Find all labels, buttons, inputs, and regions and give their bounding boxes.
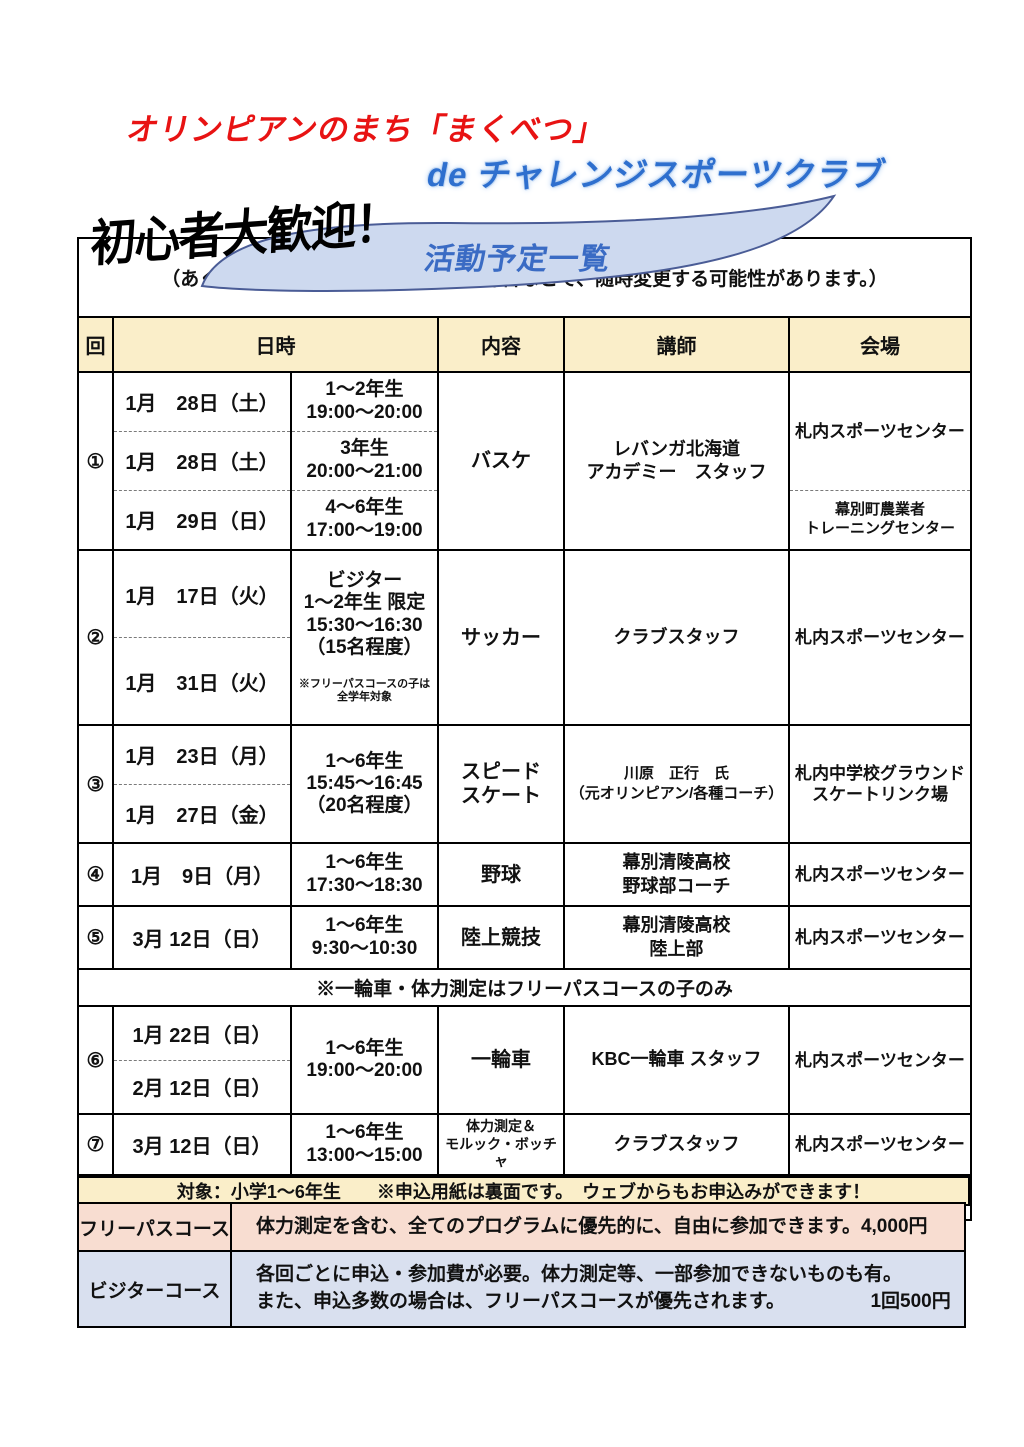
table-row: ※一輪車・体力測定はフリーパスコースの子のみ bbox=[77, 968, 972, 1008]
table-row: ③ 1月 23日（月） 1～6年生 15:45～16:45 （20名程度） スピ… bbox=[77, 724, 972, 845]
time-main: ビジター 1～2年生 限定 15:30～16:30 （15名程度） bbox=[303, 570, 426, 659]
time-cell: 1～6年生 19:00～20:00 bbox=[290, 1005, 439, 1116]
mid-note: ※一輪車・体力測定はフリーパスコースの子のみ bbox=[77, 968, 972, 1008]
table-row: 1月 29日（日） 4～6年生 17:00～19:00 幕別町農業者 トレーニン… bbox=[78, 489, 972, 551]
table-row: ⑥ 1月 22日（日） 1～6年生 19:00～20:00 一輪車 KBC一輪車… bbox=[77, 1005, 972, 1116]
freepass-course-label: フリーパスコース bbox=[79, 1204, 232, 1250]
instructor-cell: クラブスタッフ bbox=[563, 1113, 790, 1177]
content-cell: 一輪車 bbox=[437, 1005, 565, 1116]
date-cell: 1月 22日（日） bbox=[112, 1005, 292, 1061]
instructor-cell: 川原 正行 氏 （元オリンピアン/各種コーチ） bbox=[563, 724, 790, 845]
col-header-datetime: 日時 bbox=[112, 316, 439, 373]
date-cell: 1月 31日（火） bbox=[112, 637, 292, 727]
col-header-venue: 会場 bbox=[788, 316, 972, 373]
round-number: ③ bbox=[77, 724, 114, 845]
round-number: ④ bbox=[77, 842, 114, 908]
col-header-round: 回 bbox=[77, 316, 114, 373]
instructor-cell: クラブスタッフ bbox=[563, 548, 790, 727]
round-number: ⑦ bbox=[77, 1113, 114, 1177]
date-cell: 1月 17日（火） bbox=[112, 549, 292, 639]
time-cell: 4～6年生 17:00～19:00 bbox=[290, 489, 439, 551]
table-row: ④ 1月 9日（月） 1～6年生 17:30～18:30 野球 幕別清陵高校 野… bbox=[77, 842, 972, 908]
table-row: ② 1月 17日（火） ビジター 1～2年生 限定 15:30～16:30 （1… bbox=[77, 548, 972, 727]
target-audience-bar: 対象：小学1～6年生 ※申込用紙は裏面です。 ウェブからもお申込みができます！ bbox=[77, 1176, 970, 1206]
date-cell: 1月 9日（月） bbox=[112, 842, 292, 908]
content-cell: 体力測定＆ モルック・ボッチャ bbox=[437, 1113, 565, 1177]
freepass-course-row: フリーパスコース 体力測定を含む、全てのプログラムに優先的に、自由に参加できます… bbox=[77, 1202, 966, 1252]
time-cell: 1～6年生 13:00～15:00 bbox=[290, 1113, 439, 1177]
venue-cell: 札内スポーツセンター bbox=[788, 1005, 972, 1116]
venue-cell: 札内スポーツセンター bbox=[788, 905, 972, 971]
date-cell: 1月 28日（土） bbox=[112, 430, 292, 491]
instructor-cell: 幕別清陵高校 野球部コーチ bbox=[563, 842, 790, 908]
date-cell: 3月 12日（日） bbox=[112, 905, 292, 971]
round-number: ⑥ bbox=[77, 1005, 114, 1116]
round-number: ① bbox=[77, 371, 114, 551]
table-row: ① 1月 28日（土） 1～2年生 19:00～20:00 バスケ レバンガ北海… bbox=[77, 371, 972, 551]
table-row: 2月 12日（日） bbox=[78, 1059, 971, 1116]
content-cell: バスケ bbox=[437, 371, 565, 551]
venue-cell: 札内中学校グラウンド スケートリンク場 bbox=[788, 724, 972, 845]
time-cell: 1～6年生 15:45～16:45 （20名程度） bbox=[290, 724, 439, 845]
date-cell: 1月 28日（土） bbox=[112, 371, 292, 432]
table-row: 1月 31日（火） bbox=[78, 637, 971, 727]
venue-cell: 札内スポーツセンター bbox=[788, 842, 972, 908]
table-row: 1月 27日（金） bbox=[78, 783, 971, 845]
col-header-instructor: 講師 bbox=[563, 316, 790, 373]
venue-cell: 札内スポーツセンター bbox=[788, 548, 972, 727]
table-row: ⑦ 3月 12日（日） 1～6年生 13:00～15:00 体力測定＆ モルック… bbox=[77, 1113, 972, 1177]
instructor-cell: 幕別清陵高校 陸上部 bbox=[563, 905, 790, 971]
content-cell: スピード スケート bbox=[437, 724, 565, 845]
visitor-course-row: ビジターコース 各回ごとに申込・参加費が必要。体力測定等、一部参加できないものも… bbox=[77, 1250, 966, 1328]
col-header-content: 内容 bbox=[437, 316, 565, 373]
club-title-line1: オリンピアンのまち「まくべつ」 bbox=[124, 112, 610, 147]
time-cell: 1～6年生 17:30～18:30 bbox=[290, 842, 439, 908]
time-cell: 1～2年生 19:00～20:00 bbox=[290, 371, 439, 432]
table-header-row: 回 日時 内容 講師 会場 bbox=[77, 316, 972, 373]
instructor-cell: レバンガ北海道 アカデミー スタッフ bbox=[563, 371, 790, 551]
banner-label: 活動予定一覧 bbox=[421, 243, 614, 276]
time-cell: ビジター 1～2年生 限定 15:30～16:30 （15名程度） ※フリーパス… bbox=[290, 548, 439, 727]
visitor-course-label: ビジターコース bbox=[79, 1252, 232, 1326]
instructor-cell: KBC一輪車 スタッフ bbox=[563, 1005, 790, 1116]
venue-cell: 札内スポーツセンター bbox=[788, 371, 972, 491]
venue-cell: 札内スポーツセンター bbox=[788, 1113, 972, 1177]
date-cell: 2月 12日（日） bbox=[112, 1059, 292, 1116]
content-cell: 野球 bbox=[437, 842, 565, 908]
course-price-table: フリーパスコース 体力測定を含む、全てのプログラムに優先的に、自由に参加できます… bbox=[77, 1202, 966, 1328]
time-cell: 3年生 20:00～21:00 bbox=[290, 430, 439, 491]
round-number: ⑤ bbox=[77, 905, 114, 971]
visitor-course-desc: 各回ごとに申込・参加費が必要。体力測定等、一部参加できないものも有。 また、申込… bbox=[256, 1264, 951, 1312]
date-cell: 1月 27日（金） bbox=[112, 783, 292, 845]
venue-cell: 幕別町農業者 トレーニングセンター bbox=[788, 489, 972, 551]
time-cell: 1～6年生 9:30～10:30 bbox=[290, 905, 439, 971]
table-row: ⑤ 3月 12日（日） 1～6年生 9:30～10:30 陸上競技 幕別清陵高校… bbox=[77, 905, 972, 971]
table-row: 1月 28日（土） 3年生 20:00～21:00 bbox=[78, 430, 971, 491]
schedule-table: （あくまでも予定です。講師や会場の都合などで、随時変更する可能性があります。） … bbox=[77, 237, 972, 1222]
date-cell: 3月 12日（日） bbox=[112, 1113, 292, 1177]
content-cell: 陸上競技 bbox=[437, 905, 565, 971]
date-cell: 1月 23日（月） bbox=[112, 724, 292, 785]
content-cell: サッカー bbox=[437, 548, 565, 727]
freepass-course-desc: 体力測定を含む、全てのプログラムに優先的に、自由に参加できます。4,000円 bbox=[256, 1215, 928, 1237]
round-number: ② bbox=[77, 548, 114, 727]
banner-shape bbox=[200, 194, 837, 292]
date-cell: 1月 29日（日） bbox=[112, 489, 292, 551]
time-note: ※フリーパスコースの子は 全学年対象 bbox=[298, 677, 431, 704]
